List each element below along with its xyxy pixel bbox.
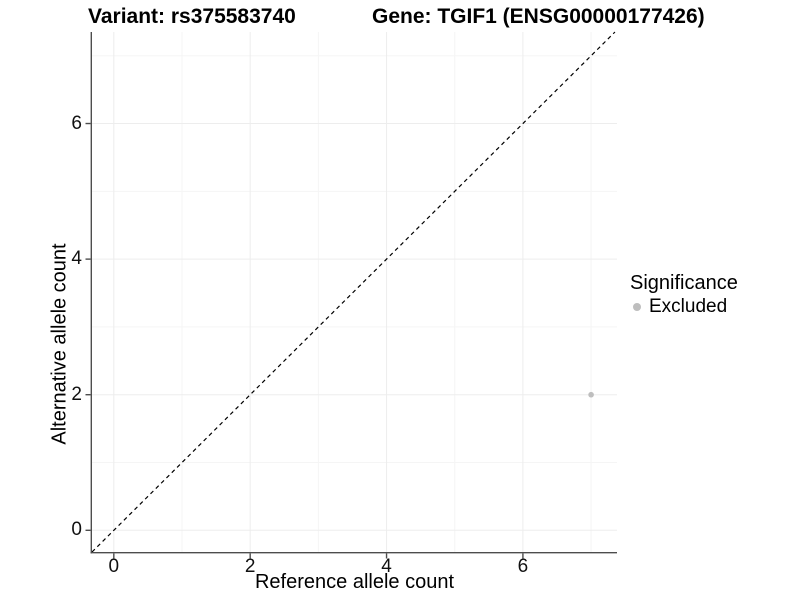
x-tick-label: 6: [517, 556, 529, 577]
y-tick-label: 6: [71, 112, 82, 134]
axis-lines: [90, 32, 617, 554]
legend: Significance Excluded: [630, 271, 738, 318]
legend-item-excluded: Excluded: [630, 296, 738, 318]
axis-ticks: [85, 122, 524, 559]
data-points: [588, 391, 594, 398]
x-tick-label: 2: [244, 556, 256, 577]
grid-major: [92, 32, 617, 552]
y-tick-label: 0: [71, 519, 82, 541]
legend-item-label: Excluded: [649, 296, 728, 317]
x-tick-label: 4: [381, 556, 392, 577]
y-tick-label: 4: [71, 248, 82, 270]
grid-minor: [92, 32, 617, 552]
x-tick-label: 0: [108, 556, 120, 577]
identity-line: [91, 31, 616, 553]
gene-title: Gene: TGIF1 (ENSG00000177426): [372, 5, 705, 28]
variant-title: Variant: rs375583740: [88, 5, 296, 28]
y-axis-title: Alternative allele count: [48, 243, 71, 445]
y-tick-label: 2: [71, 383, 82, 405]
legend-title: Significance: [630, 272, 738, 294]
data-point: [588, 391, 594, 398]
excluded-point-icon: [633, 303, 641, 311]
x-axis-title: Reference allele count: [254, 571, 454, 593]
